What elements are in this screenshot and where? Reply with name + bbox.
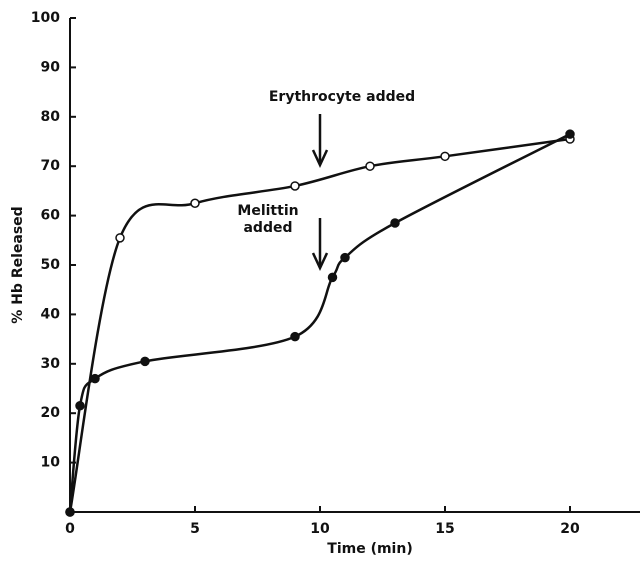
y-tick-label: 100 bbox=[31, 10, 60, 26]
point bbox=[327, 272, 338, 283]
point bbox=[140, 356, 150, 367]
x-tick-label: 15 bbox=[435, 521, 454, 537]
point bbox=[340, 252, 350, 263]
line bbox=[68, 137, 571, 513]
point bbox=[90, 373, 100, 384]
point bbox=[390, 218, 400, 228]
y-tick-label: 20 bbox=[41, 405, 61, 421]
y-tick-label: 60 bbox=[41, 208, 61, 224]
point bbox=[190, 198, 200, 208]
point bbox=[115, 233, 125, 243]
annotation: Melittin bbox=[237, 203, 298, 219]
annotation: added bbox=[243, 220, 292, 236]
y-tick-label: 30 bbox=[41, 356, 61, 372]
y-tick-label: 70 bbox=[41, 158, 61, 174]
y-axis-label: % Hb Released bbox=[10, 206, 26, 323]
point bbox=[440, 151, 450, 162]
y-tick-label: 50 bbox=[41, 257, 61, 273]
annotation: Erythrocyte added bbox=[269, 89, 415, 105]
line bbox=[68, 132, 571, 513]
point bbox=[565, 129, 575, 139]
x-tick-label: 20 bbox=[560, 521, 580, 537]
point bbox=[365, 161, 375, 171]
arrow bbox=[311, 114, 329, 271]
y-tick-label: 10 bbox=[41, 455, 61, 471]
x-tick-label: 0 bbox=[65, 521, 75, 537]
x-tick-label: 10 bbox=[310, 521, 330, 537]
point bbox=[65, 507, 75, 517]
point bbox=[75, 401, 85, 411]
point bbox=[290, 181, 300, 191]
x-axis-label: Time (min) bbox=[327, 541, 412, 557]
x-tick-label: 5 bbox=[190, 521, 200, 537]
y-tick-label: 90 bbox=[41, 59, 61, 75]
y-tick-label: 40 bbox=[41, 306, 61, 322]
point bbox=[290, 331, 300, 342]
y-tick-label: 80 bbox=[41, 109, 61, 125]
